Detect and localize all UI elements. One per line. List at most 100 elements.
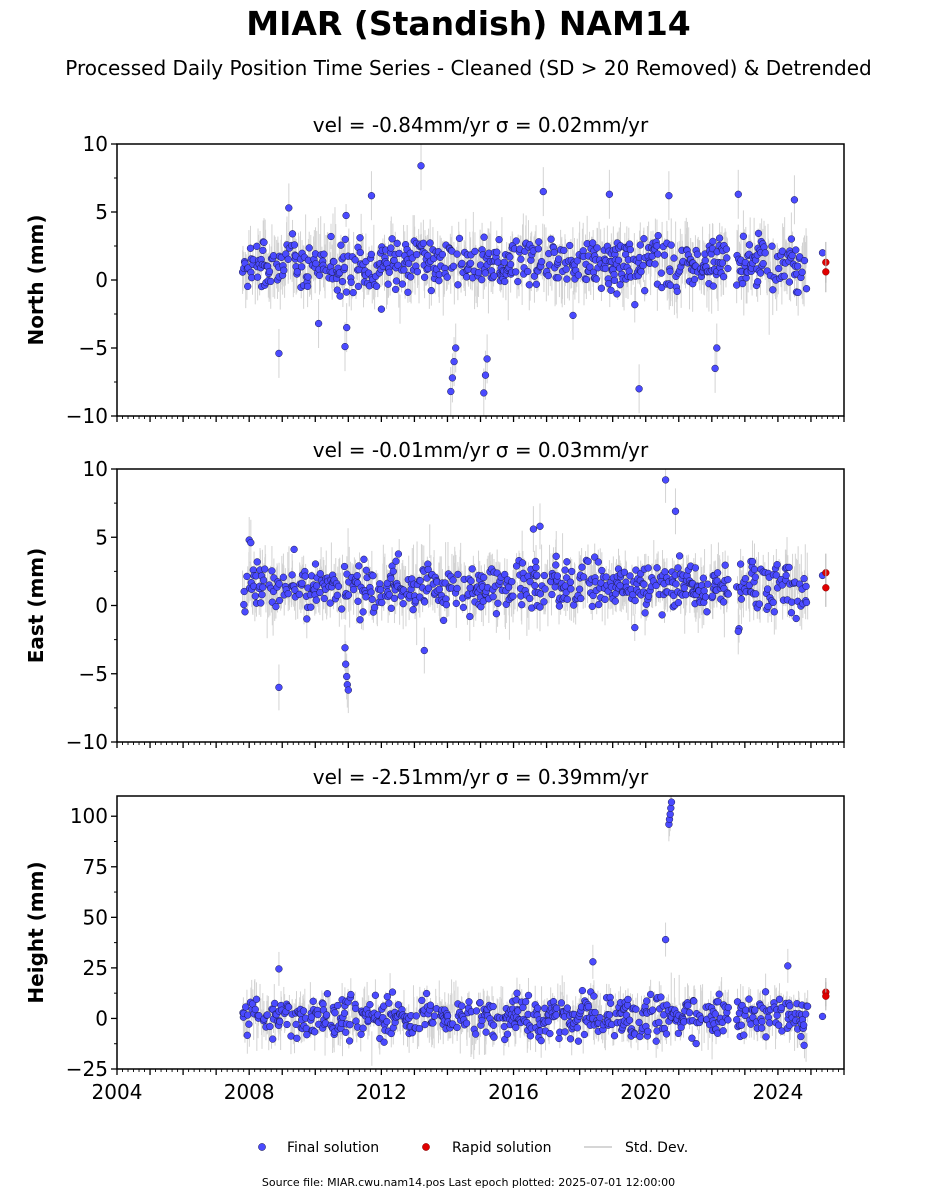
final-point	[597, 284, 606, 292]
final-point	[253, 242, 261, 250]
final-point	[719, 598, 728, 606]
final-point	[748, 557, 757, 566]
final-point	[288, 230, 297, 238]
final-point	[653, 564, 661, 572]
final-point	[601, 264, 610, 273]
final-point	[652, 581, 660, 590]
final-point-outlier	[341, 644, 349, 652]
final-point	[579, 573, 588, 581]
final-point	[680, 1018, 688, 1026]
final-point	[568, 567, 576, 576]
final-point	[251, 1005, 259, 1014]
final-point	[631, 623, 639, 632]
final-point	[424, 584, 433, 592]
legend-final-marker	[258, 1143, 266, 1151]
final-point	[480, 233, 488, 241]
final-point-outlier	[344, 686, 352, 694]
final-point	[261, 565, 269, 573]
final-point	[724, 264, 732, 273]
final-point	[404, 288, 412, 296]
final-point	[435, 585, 443, 593]
final-point	[613, 290, 621, 298]
final-point	[347, 278, 355, 286]
final-point	[672, 580, 680, 588]
final-point	[578, 563, 586, 571]
final-point	[347, 990, 355, 999]
final-point	[601, 595, 609, 604]
final-point	[334, 582, 343, 591]
final-point	[547, 235, 555, 243]
final-point	[407, 273, 415, 281]
final-point	[387, 604, 395, 612]
final-point	[584, 1003, 593, 1011]
final-point	[534, 245, 543, 253]
final-point	[241, 608, 249, 616]
final-point	[788, 251, 796, 260]
final-point	[315, 271, 324, 280]
final-point	[738, 279, 747, 288]
final-point	[376, 586, 385, 594]
final-point	[351, 256, 359, 264]
final-point	[554, 274, 562, 282]
final-point	[550, 248, 558, 257]
final-point	[769, 286, 777, 294]
final-point	[316, 570, 324, 578]
final-point	[655, 1018, 663, 1027]
final-point	[526, 594, 534, 603]
final-point	[271, 999, 279, 1008]
final-point	[802, 582, 810, 591]
final-point	[610, 276, 619, 285]
final-point	[702, 593, 710, 601]
final-point	[257, 599, 265, 607]
final-point	[351, 1004, 360, 1013]
final-point	[505, 583, 513, 591]
final-point	[604, 280, 613, 288]
final-point	[800, 1041, 808, 1049]
final-point	[540, 571, 548, 580]
final-point	[476, 999, 484, 1007]
final-point	[344, 591, 353, 599]
final-point	[548, 590, 556, 599]
final-point	[353, 572, 361, 580]
final-point	[607, 286, 615, 294]
final-point	[276, 1017, 284, 1026]
final-point	[755, 600, 763, 608]
legend-std-label: Std. Dev.	[625, 1140, 688, 1156]
final-point	[765, 1019, 774, 1027]
final-point	[582, 275, 591, 284]
final-point	[357, 1030, 365, 1038]
final-point	[258, 591, 266, 599]
final-point-outlier	[667, 798, 676, 806]
final-point	[639, 261, 647, 270]
final-point	[797, 1032, 805, 1041]
y-tick-label: 0	[95, 594, 108, 618]
final-point	[646, 990, 655, 999]
final-point	[429, 1019, 437, 1027]
final-point	[654, 231, 662, 240]
rapid-point	[822, 992, 830, 1000]
final-point	[713, 569, 722, 577]
final-point	[658, 611, 666, 619]
final-point	[632, 1005, 640, 1013]
final-point	[380, 1038, 388, 1046]
final-point	[803, 1002, 812, 1010]
final-point	[552, 561, 560, 569]
plot-area-height	[239, 796, 830, 1066]
final-point-outlier	[661, 476, 670, 484]
final-point	[422, 989, 431, 998]
final-point	[283, 1020, 291, 1029]
final-point	[384, 280, 392, 288]
x-tick-label: 2024	[752, 1080, 803, 1104]
final-point	[745, 241, 754, 249]
final-point	[555, 602, 564, 610]
final-point	[573, 1024, 581, 1032]
final-point	[259, 576, 268, 584]
final-point	[333, 286, 341, 294]
final-point	[798, 268, 806, 276]
final-point-outlier	[539, 187, 547, 196]
final-point	[736, 560, 745, 568]
final-point	[785, 563, 793, 572]
final-point	[680, 584, 688, 592]
final-point	[794, 288, 802, 297]
final-point	[303, 615, 311, 623]
